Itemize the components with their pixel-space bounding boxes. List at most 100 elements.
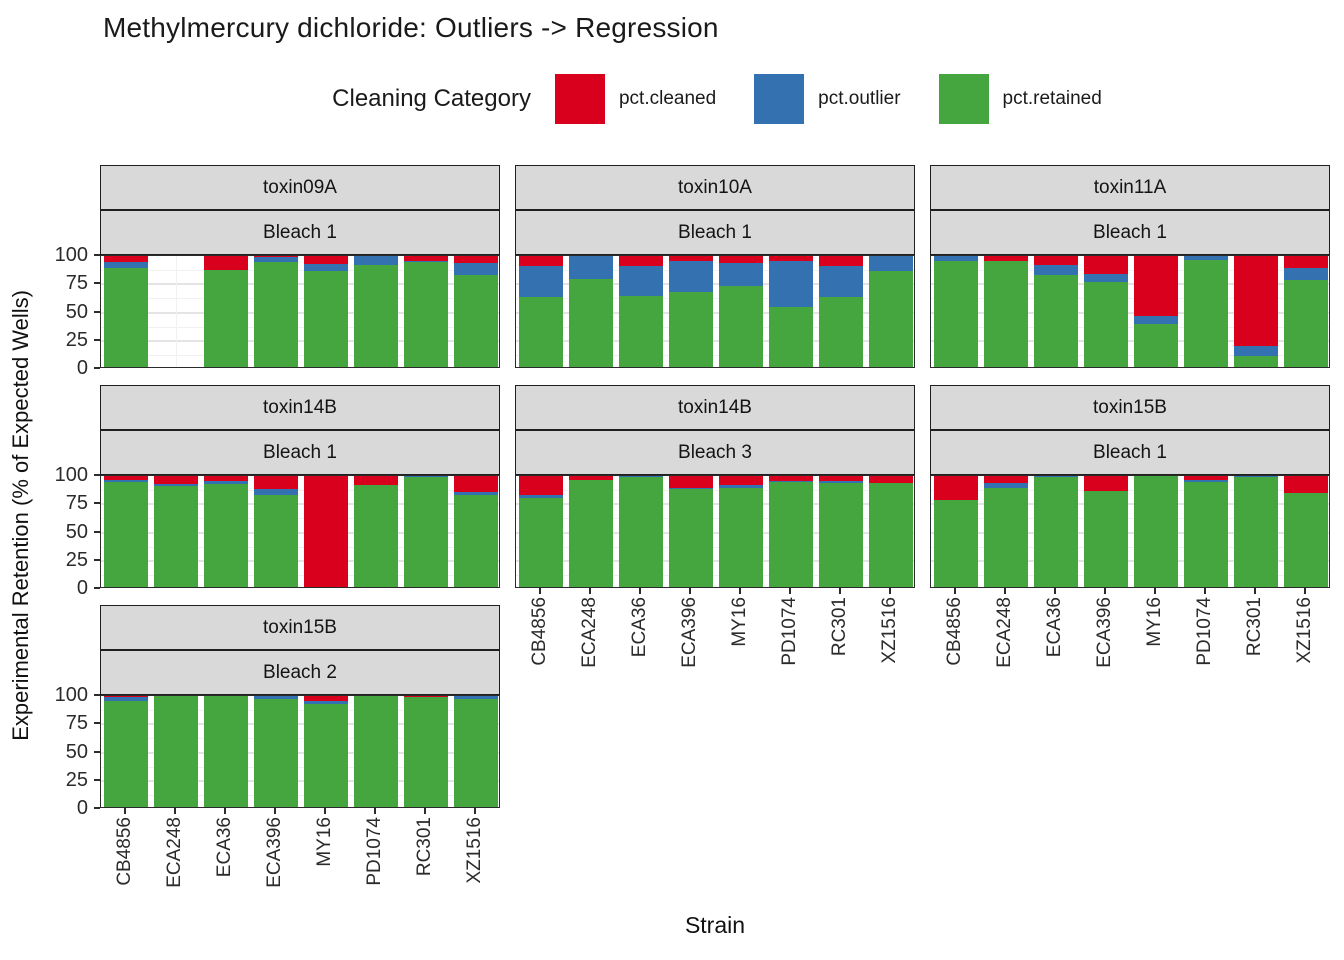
minor-gridline bbox=[101, 794, 499, 796]
x-tick-label-box: ECA36 bbox=[212, 817, 238, 913]
bar-segment-pct.outlier-ECA248 bbox=[984, 483, 1028, 488]
bar-segment-pct.cleaned-ECA396 bbox=[254, 696, 298, 697]
major-gridline bbox=[101, 311, 499, 314]
bar-segment-pct.outlier-ECA396 bbox=[254, 696, 298, 699]
bar-segment-pct.retained-ECA248 bbox=[569, 278, 613, 367]
facet-panel bbox=[100, 255, 500, 368]
x-tick-label: ECA248 bbox=[579, 597, 600, 668]
bar-segment-pct.outlier-RC301 bbox=[1234, 345, 1278, 356]
facet-strip-toxin: toxin14B bbox=[515, 385, 915, 430]
legend-key-swatch bbox=[938, 74, 989, 124]
minor-gridline bbox=[516, 354, 914, 356]
x-tick-label-box: ECA248 bbox=[162, 817, 188, 913]
facet-panel bbox=[100, 475, 500, 588]
bar-segment-pct.outlier-CB4856 bbox=[104, 261, 148, 268]
x-tick-label: ECA36 bbox=[1044, 597, 1065, 658]
x-tick-label: XZ1516 bbox=[464, 817, 485, 884]
facet-panel bbox=[100, 695, 500, 808]
legend-item-label: pct.cleaned bbox=[618, 88, 717, 109]
bar-segment-pct.cleaned-ECA396 bbox=[254, 476, 298, 489]
x-tick-label: ECA36 bbox=[214, 817, 235, 878]
bar-segment-pct.retained-RC301 bbox=[819, 483, 863, 587]
x-tick-label: MY16 bbox=[729, 597, 750, 647]
facet-panel bbox=[930, 255, 1330, 368]
bar-segment-pct.retained-CB4856 bbox=[104, 267, 148, 367]
bar-segment-pct.outlier-CB4856 bbox=[104, 479, 148, 482]
bar-segment-pct.cleaned-ECA396 bbox=[669, 476, 713, 488]
minor-gridline bbox=[516, 490, 914, 492]
bar-segment-pct.outlier-ECA396 bbox=[669, 487, 713, 489]
bar-segment-pct.retained-CB4856 bbox=[934, 260, 978, 367]
bar-segment-pct.outlier-ECA396 bbox=[254, 257, 298, 262]
minor-gridline bbox=[101, 518, 499, 520]
x-tick-mark bbox=[274, 808, 276, 814]
bar-segment-pct.outlier-ECA396 bbox=[669, 260, 713, 293]
bar-segment-pct.cleaned-MY16 bbox=[304, 476, 348, 587]
minor-gridline bbox=[931, 518, 1329, 520]
major-gridline bbox=[516, 339, 914, 342]
x-tick-label: XZ1516 bbox=[879, 597, 900, 664]
x-tick-label-box: ECA396 bbox=[262, 817, 288, 913]
legend-item-pct.retained: pct.retained bbox=[938, 74, 1102, 124]
x-tick-label: CB4856 bbox=[529, 597, 550, 666]
facet-panel bbox=[930, 475, 1330, 588]
minor-gridline bbox=[101, 298, 499, 300]
facet-strip-toxin: toxin15B bbox=[930, 385, 1330, 430]
x-tick-mark bbox=[224, 808, 226, 814]
x-tick-mark bbox=[789, 588, 791, 594]
facet-strip-toxin: toxin10A bbox=[515, 165, 915, 210]
x-tick-label: CB4856 bbox=[114, 817, 135, 886]
x-tick-label: ECA396 bbox=[1094, 597, 1115, 668]
bar-segment-pct.retained-RC301 bbox=[1234, 477, 1278, 587]
bar-segment-pct.retained-RC301 bbox=[819, 296, 863, 367]
bar-segment-pct.retained-PD1074 bbox=[769, 307, 813, 367]
legend-key-swatch bbox=[554, 74, 605, 124]
x-tick-label-box: ECA396 bbox=[677, 597, 703, 693]
bar-segment-pct.retained-ECA396 bbox=[1084, 490, 1128, 587]
bar-segment-pct.retained-CB4856 bbox=[519, 497, 563, 587]
bar-segment-pct.cleaned-ECA248 bbox=[569, 256, 613, 257]
bar-segment-pct.cleaned-CB4856 bbox=[934, 476, 978, 500]
facet-strip-bleach: Bleach 3 bbox=[515, 430, 915, 475]
bar-segment-pct.cleaned-XZ1516 bbox=[869, 256, 913, 257]
x-tick-mark bbox=[739, 588, 741, 594]
y-tick-mark bbox=[94, 282, 100, 285]
major-gridline bbox=[101, 559, 499, 562]
major-gridline bbox=[101, 723, 499, 726]
bar-segment-pct.outlier-ECA36 bbox=[1034, 265, 1078, 276]
bar-segment-pct.outlier-RC301 bbox=[404, 260, 448, 262]
bar-segment-pct.retained-MY16 bbox=[719, 285, 763, 367]
bar-segment-pct.retained-RC301 bbox=[404, 697, 448, 807]
bar-segment-pct.outlier-RC301 bbox=[1234, 476, 1278, 478]
y-tick-label: 0 bbox=[76, 577, 88, 599]
y-tick-mark bbox=[94, 530, 100, 533]
y-tick-label: 50 bbox=[65, 520, 88, 543]
bar-segment-pct.cleaned-MY16 bbox=[1134, 476, 1178, 477]
bar-segment-pct.cleaned-PD1074 bbox=[769, 476, 813, 481]
bar-segment-pct.cleaned-ECA248 bbox=[154, 476, 198, 485]
bar-segment-pct.cleaned-CB4856 bbox=[104, 696, 148, 698]
x-tick-mark bbox=[589, 588, 591, 594]
bar-segment-pct.retained-MY16 bbox=[304, 704, 348, 807]
bar-segment-pct.retained-PD1074 bbox=[354, 485, 398, 587]
bar-segment-pct.retained-ECA248 bbox=[569, 479, 613, 587]
y-tick-mark bbox=[94, 254, 100, 256]
facet-strip-bleach: Bleach 1 bbox=[930, 430, 1330, 475]
minor-gridline bbox=[101, 710, 499, 712]
bar-segment-pct.retained-PD1074 bbox=[1184, 259, 1228, 367]
major-gridline bbox=[516, 283, 914, 286]
x-tick-label-box: XZ1516 bbox=[1292, 597, 1318, 693]
y-tick-mark bbox=[94, 722, 100, 725]
bar-segment-pct.retained-RC301 bbox=[1234, 355, 1278, 367]
x-tick-label: PD1074 bbox=[364, 817, 385, 886]
x-tick-mark bbox=[474, 808, 476, 814]
x-tick-mark bbox=[954, 588, 956, 594]
bar-segment-pct.cleaned-ECA36 bbox=[204, 696, 248, 697]
x-tick-label: ECA36 bbox=[629, 597, 650, 658]
minor-gridline bbox=[516, 270, 914, 272]
bar-segment-pct.retained-CB4856 bbox=[519, 296, 563, 367]
facet-strip-bleach: Bleach 2 bbox=[100, 650, 500, 695]
minor-gridline bbox=[931, 574, 1329, 576]
bar-segment-pct.retained-CB4856 bbox=[104, 481, 148, 587]
bar-segment-pct.retained-RC301 bbox=[404, 261, 448, 367]
